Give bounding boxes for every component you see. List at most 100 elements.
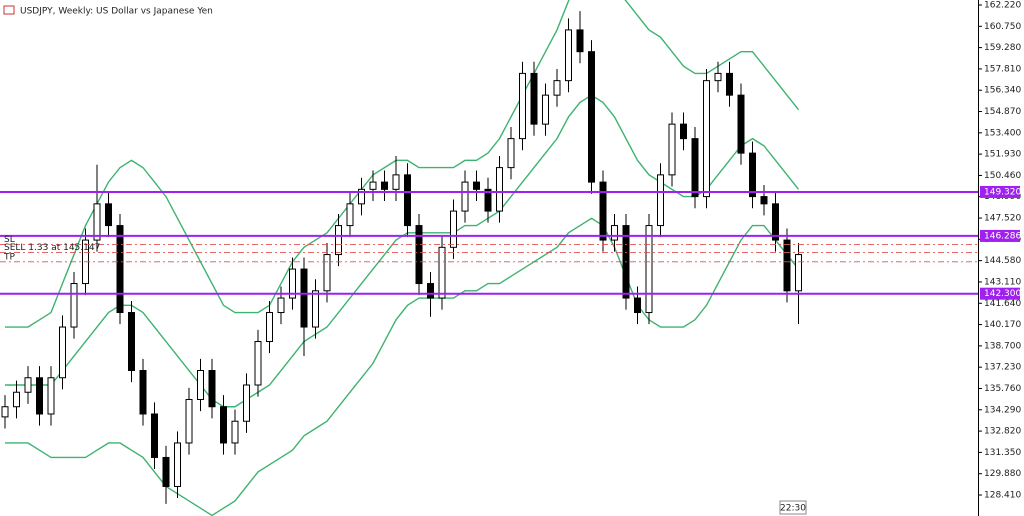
y-tick-label: 134.290	[984, 405, 1021, 415]
candle-body	[749, 152, 756, 198]
candle-body	[484, 188, 492, 212]
y-tick-label: 150.460	[984, 171, 1021, 181]
candle-body	[599, 181, 607, 241]
candle-body	[783, 239, 791, 292]
candle-body	[450, 210, 457, 248]
candle-body	[427, 283, 434, 299]
y-tick-label: 157.810	[984, 64, 1021, 74]
bollinger-band	[5, 217, 800, 516]
y-tick-label: 137.230	[984, 363, 1021, 373]
candle-body	[312, 290, 319, 328]
candle-body	[36, 377, 43, 415]
candle-body	[24, 377, 32, 393]
candle-body	[565, 29, 572, 82]
y-tick-label: 154.870	[984, 107, 1021, 117]
order-label: TP	[3, 252, 15, 262]
candle-body	[737, 94, 745, 154]
level-label: 149.320	[984, 187, 1021, 197]
candle-body	[208, 370, 216, 408]
candle-body	[47, 377, 55, 415]
candle-body	[13, 391, 20, 408]
level-label: 146.286	[984, 231, 1021, 241]
candle-body	[576, 29, 584, 53]
candle-body	[243, 384, 250, 422]
candle-body	[59, 326, 66, 379]
candle-body	[634, 297, 641, 314]
y-tick-label: 135.760	[984, 384, 1021, 394]
y-tick-label: 140.170	[984, 320, 1021, 330]
symbol-icon	[3, 5, 15, 15]
candle-body	[438, 246, 446, 299]
candle-body	[254, 341, 262, 386]
y-tick-label: 144.580	[984, 256, 1021, 266]
candle-body	[335, 225, 342, 256]
y-tick-label: 151.930	[984, 150, 1021, 160]
y-tick-label: 131.350	[984, 448, 1021, 458]
candle-body	[220, 406, 227, 444]
candle-body	[381, 181, 388, 190]
y-tick-label: 128.410	[984, 491, 1021, 501]
candle-body	[415, 225, 423, 285]
y-tick-label: 147.520	[984, 214, 1021, 224]
y-tick-label: 153.400	[984, 128, 1021, 138]
candle-body	[588, 51, 595, 183]
plot-area	[0, 0, 978, 516]
level-box	[980, 229, 1020, 242]
candle-body	[519, 72, 526, 140]
candle-body	[105, 203, 112, 227]
candle-body	[703, 80, 710, 198]
candle-body	[128, 312, 135, 372]
y-tick-label: 162.220	[984, 1, 1021, 11]
candle-body	[93, 203, 101, 241]
candle-body	[369, 181, 377, 190]
y-tick-label: 132.820	[984, 427, 1021, 437]
candle-body	[680, 123, 687, 140]
candle-body	[461, 181, 469, 212]
level-box	[980, 185, 1020, 198]
candle-body	[691, 138, 699, 198]
chart-title: USDJPY, Weekly: US Dollar vs Japanese Ye…	[20, 7, 213, 17]
order-label: SL	[4, 235, 15, 245]
candle-body	[300, 268, 308, 328]
y-tick-label: 160.750	[984, 22, 1021, 32]
candle-body	[553, 80, 561, 96]
candle-body	[473, 181, 480, 190]
candle-body	[323, 254, 331, 292]
candle-body	[668, 123, 676, 176]
y-tick-label: 143.110	[984, 277, 1021, 287]
candle-body	[714, 72, 722, 82]
candle-body	[392, 174, 400, 190]
candle-body	[185, 398, 193, 444]
candle-body	[346, 203, 354, 227]
candle-body	[404, 174, 411, 227]
candle-body	[726, 72, 733, 96]
time-box	[779, 500, 807, 515]
candle-body	[795, 254, 802, 292]
candle-body	[231, 420, 239, 444]
y-tick-label: 159.280	[984, 43, 1021, 53]
level-box	[980, 287, 1020, 300]
candle-body	[611, 225, 618, 241]
y-tick-label: 156.340	[984, 86, 1021, 96]
candle-body	[645, 225, 653, 314]
candle-body	[266, 312, 273, 343]
candle-body	[530, 72, 538, 125]
candle-body	[289, 268, 296, 299]
candle-body	[358, 188, 365, 205]
candle-body	[657, 174, 664, 227]
candle-body	[507, 138, 515, 169]
candle-body	[772, 203, 779, 241]
candle-body	[277, 297, 285, 314]
y-tick-label: 141.640	[984, 299, 1021, 309]
level-label: 142.300	[984, 289, 1021, 299]
candle-body	[1, 406, 9, 418]
order-label: SELL 1.33 at 145.147	[4, 243, 100, 253]
y-tick-label: 129.880	[984, 469, 1021, 479]
candle-body	[70, 283, 78, 328]
time-label: 22:30	[780, 504, 806, 514]
candle-body	[162, 456, 170, 487]
candle-body	[197, 370, 204, 400]
bollinger-band	[5, 0, 800, 328]
